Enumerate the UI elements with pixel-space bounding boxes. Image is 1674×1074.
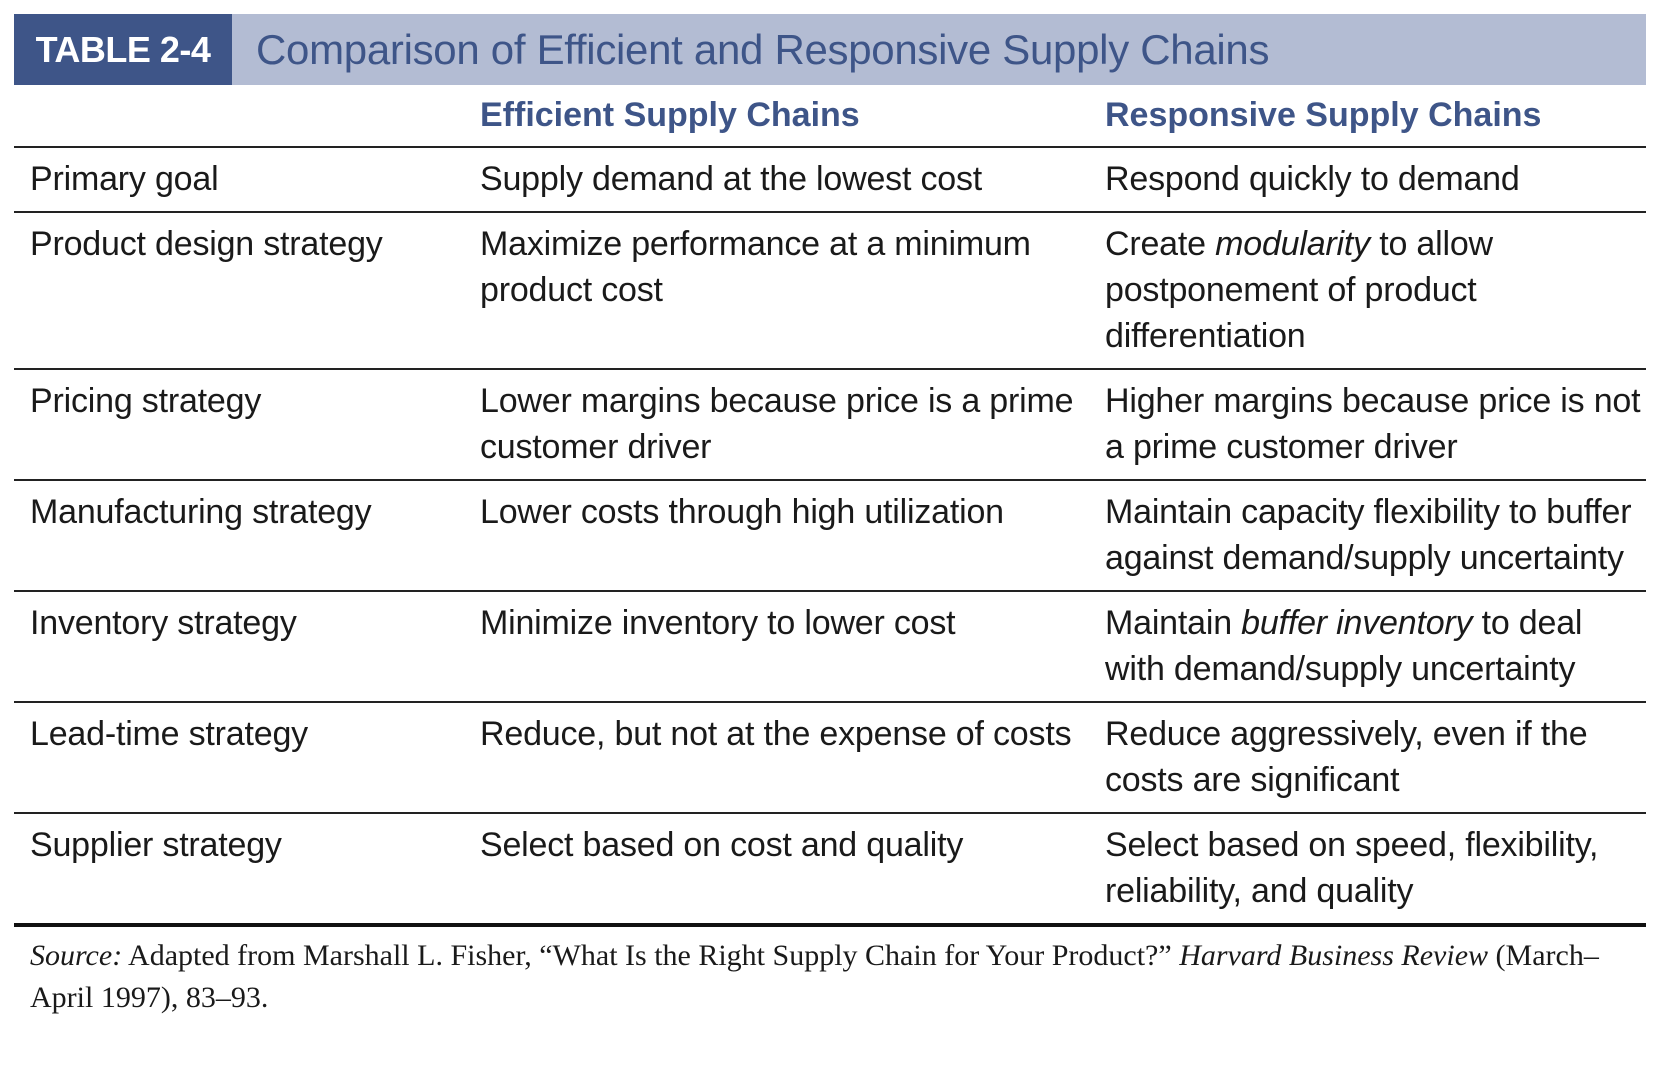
- responsive-cell: Maintain capacity flexibility to buffer …: [1089, 480, 1646, 592]
- table-frame: TABLE 2-4 Comparison of Efficient and Re…: [14, 14, 1646, 1019]
- row-label: Primary goal: [14, 147, 464, 213]
- header-row: Efficient Supply Chains Responsive Suppl…: [14, 85, 1646, 148]
- table-row: Product design strategy Maximize perform…: [14, 212, 1646, 370]
- responsive-cell: Higher margins because price is not a pr…: [1089, 369, 1646, 481]
- source-citation: (March–April 1997), 83–93.: [30, 939, 1599, 1014]
- efficient-cell: Supply demand at the lowest cost: [464, 147, 1089, 213]
- responsive-cell: Reduce aggressively, even if the costs a…: [1089, 702, 1646, 814]
- table-row: Pricing strategy Lower margins because p…: [14, 369, 1646, 481]
- responsive-cell: Respond quickly to demand: [1089, 147, 1646, 213]
- table-row: Primary goal Supply demand at the lowest…: [14, 147, 1646, 213]
- responsive-cell: Maintain buffer inventory to deal with d…: [1089, 591, 1646, 703]
- row-label: Manufacturing strategy: [14, 480, 464, 592]
- source-text: Adapted from Marshall L. Fisher, “What I…: [122, 939, 1180, 972]
- column-header-responsive: Responsive Supply Chains: [1089, 85, 1646, 148]
- row-label: Pricing strategy: [14, 369, 464, 481]
- emphasis-text: modularity: [1215, 225, 1370, 263]
- table-number-tag: TABLE 2-4: [14, 14, 232, 85]
- source-note: Source: Adapted from Marshall L. Fisher,…: [14, 935, 1646, 1019]
- source-label: Source:: [30, 939, 123, 972]
- table-row: Inventory strategy Minimize inventory to…: [14, 591, 1646, 703]
- efficient-cell: Lower costs through high utilization: [464, 480, 1089, 592]
- row-label: Inventory strategy: [14, 591, 464, 703]
- emphasis-text: buffer inventory: [1241, 604, 1473, 642]
- table-row: Supplier strategy Select based on cost a…: [14, 813, 1646, 927]
- comparison-table: Efficient Supply Chains Responsive Suppl…: [14, 85, 1646, 927]
- table-title: Comparison of Efficient and Responsive S…: [256, 25, 1270, 73]
- row-label: Product design strategy: [14, 212, 464, 370]
- table-row: Lead-time strategy Reduce, but not at th…: [14, 702, 1646, 814]
- efficient-cell: Reduce, but not at the expense of costs: [464, 702, 1089, 814]
- column-header-efficient: Efficient Supply Chains: [464, 85, 1089, 148]
- source-journal: Harvard Business Review: [1179, 939, 1489, 972]
- responsive-cell: Create modularity to allow postponement …: [1089, 212, 1646, 370]
- row-label: Supplier strategy: [14, 813, 464, 927]
- efficient-cell: Select based on cost and quality: [464, 813, 1089, 927]
- efficient-cell: Lower margins because price is a prime c…: [464, 369, 1089, 481]
- responsive-cell: Select based on speed, flexibility, reli…: [1089, 813, 1646, 927]
- table-title-bar: TABLE 2-4 Comparison of Efficient and Re…: [14, 14, 1646, 85]
- efficient-cell: Minimize inventory to lower cost: [464, 591, 1089, 703]
- table-row: Manufacturing strategy Lower costs throu…: [14, 480, 1646, 592]
- column-header-attribute: [14, 85, 464, 148]
- row-label: Lead-time strategy: [14, 702, 464, 814]
- efficient-cell: Maximize performance at a minimum produc…: [464, 212, 1089, 370]
